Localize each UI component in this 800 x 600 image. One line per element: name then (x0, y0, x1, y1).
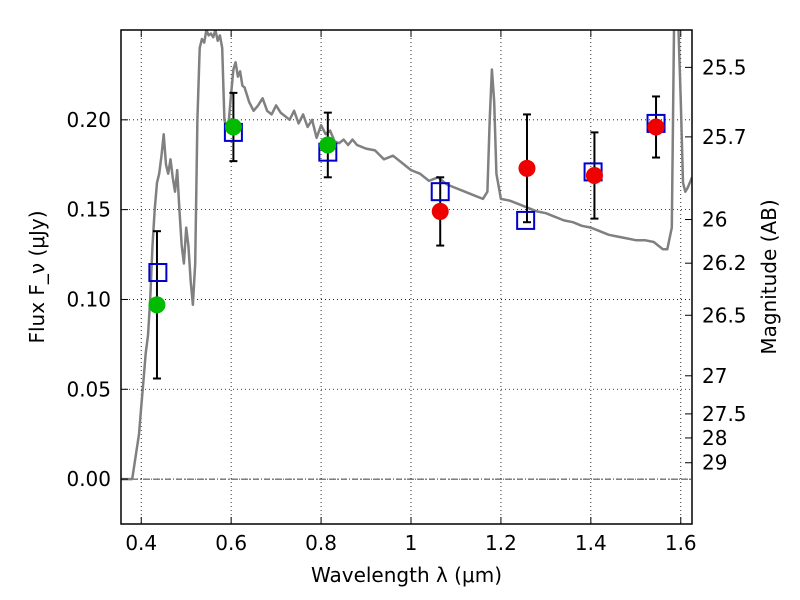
y-tick-label: 0.10 (66, 287, 111, 311)
observed-point-red (585, 167, 603, 185)
observed-point-green (148, 296, 166, 314)
y2-tick-label: 27 (702, 364, 727, 388)
y-tick-label: 0.15 (66, 198, 111, 222)
y-tick-label: 0.05 (66, 377, 111, 401)
x-tick-label: 1.6 (665, 531, 697, 555)
y2-tick-label: 26 (702, 208, 727, 232)
y2-tick-label: 25.7 (702, 125, 747, 149)
y2-tick-label: 29 (702, 451, 727, 475)
grid-lines (121, 30, 692, 524)
observed-point-green (319, 136, 337, 154)
y2-tick-label: 28 (702, 426, 727, 450)
plot-area (121, 30, 692, 481)
y2-axis-title: Magnitude (AB) (757, 199, 781, 354)
y-tick-label: 0.20 (66, 108, 111, 132)
x-tick-label: 1.2 (485, 531, 517, 555)
x-tick-label: 1.4 (575, 531, 607, 555)
observed-point-green (224, 118, 242, 136)
model-flux-square (148, 263, 168, 283)
plot-frame (120, 29, 693, 525)
x-tick-label: 0.6 (215, 531, 247, 555)
y2-tick-label: 26.5 (702, 303, 747, 327)
observed-point-red (647, 118, 665, 136)
x-axis-title: Wavelength λ (μm) (311, 563, 502, 587)
y-tick-label: 0.00 (66, 467, 111, 491)
observed-point-red (518, 159, 536, 177)
x-tick-label: 1 (405, 531, 418, 555)
model-flux-square (516, 210, 536, 230)
observed-point-red (431, 202, 449, 220)
y2-tick-label: 27.5 (702, 402, 747, 426)
data-markers (148, 91, 666, 380)
y-axis-title: Flux F_ν (μJy) (25, 210, 49, 343)
model-spectrum-line (121, 30, 692, 481)
x-tick-label: 0.8 (305, 531, 337, 555)
axis-ticks: 0.4 0.6 0.8 1 1.2 1.4 1.6 0.00 0.05 0.10 0.15 0.20 2… (66, 30, 747, 555)
model-flux-square (430, 182, 450, 202)
x-tick-label: 0.4 (125, 531, 157, 555)
y2-tick-label: 26.2 (702, 251, 747, 275)
y2-tick-label: 25.5 (702, 55, 747, 79)
